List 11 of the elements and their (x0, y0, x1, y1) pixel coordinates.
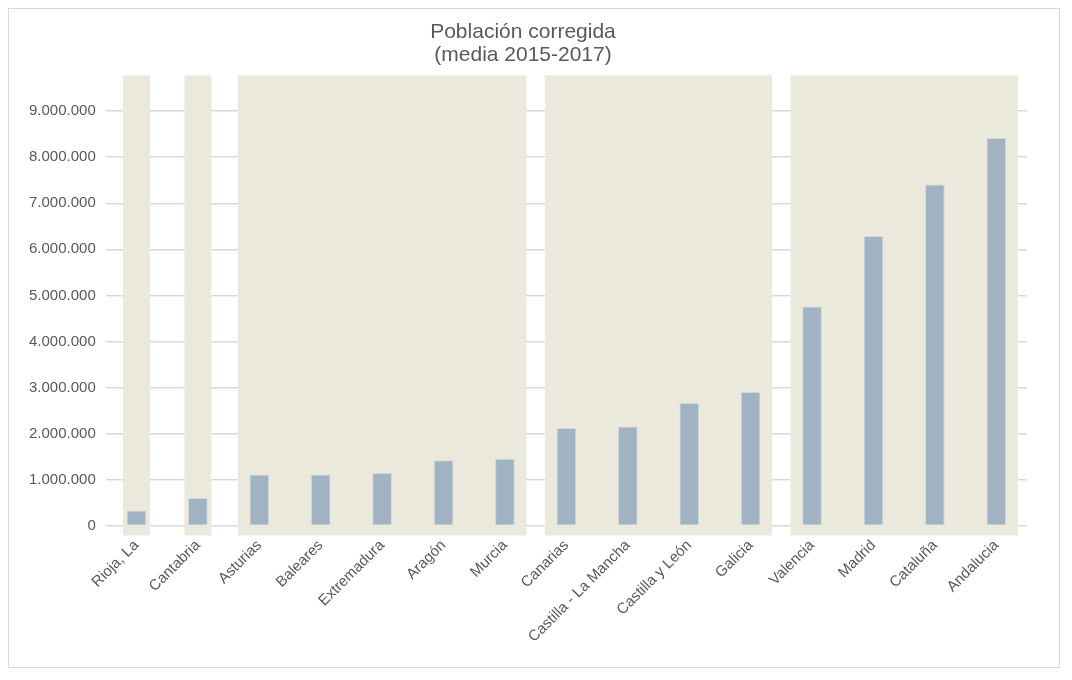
y-tick-label: 7.000.000 (29, 193, 96, 211)
y-tick-label: 0 (87, 515, 96, 533)
y-tick-label: 3.000.000 (29, 377, 96, 395)
y-tick-label: 4.000.000 (29, 331, 96, 349)
y-tick-label: 1.000.000 (29, 469, 96, 487)
y-tick-label: 5.000.000 (29, 285, 96, 303)
y-tick-label: 8.000.000 (29, 147, 96, 165)
y-tick-label: 2.000.000 (29, 423, 96, 441)
chart-title: Población corregida (media 2015-2017) (430, 19, 617, 66)
y-tick-label: 9.000.000 (29, 101, 96, 119)
y-tick-label: 6.000.000 (29, 239, 96, 257)
